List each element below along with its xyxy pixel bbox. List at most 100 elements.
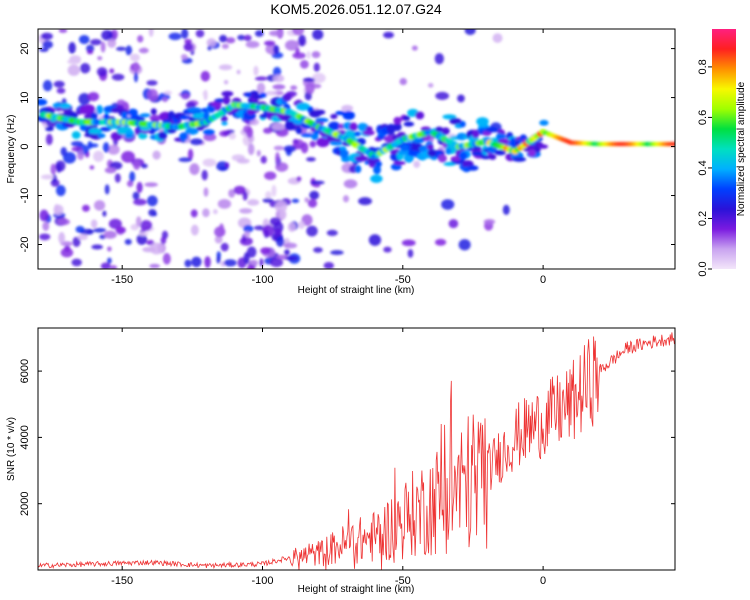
snr-series-line (38, 332, 675, 570)
heatmap-ridge-cell (427, 143, 434, 151)
heatmap-noise-cell (242, 191, 248, 201)
heatmap-noise-cell (136, 233, 148, 245)
heatmap-noise-cell (283, 242, 298, 249)
heatmap-noise-cell (304, 197, 309, 203)
heatmap-ridge-cell (342, 110, 355, 120)
heatmap-noise-cell (269, 217, 282, 226)
heatmap-noise-cell (260, 155, 267, 164)
heatmap-noise-cell (458, 239, 471, 251)
heatmap-noise-cell (343, 179, 358, 189)
heatmap-noise-cell (264, 171, 277, 180)
heatmap-noise-cell (216, 255, 221, 264)
heatmap-noise-cell (57, 218, 70, 226)
heatmap-noise-cell (190, 224, 199, 236)
heatmap-noise-cell (311, 72, 326, 84)
heatmap-noise-cell (102, 210, 107, 217)
heatmap-noise-cell (42, 80, 53, 92)
heatmap-ridge-cell (185, 127, 199, 135)
heatmap-noise-cell (149, 242, 164, 255)
heatmap-noise-cell (407, 248, 414, 258)
heatmap-noise-cell (52, 174, 57, 183)
heatmap-noise-cell (274, 228, 283, 237)
heatmap-ridge-cell (295, 126, 303, 135)
heatmap-noise-cell (243, 224, 254, 233)
heatmap-noise-cell (146, 80, 158, 86)
heatmap-ridge-cell (203, 129, 215, 136)
heatmap-y-tick-label: 20 (19, 42, 31, 54)
heatmap-noise-cell (132, 191, 140, 200)
heatmap-noise-cell (82, 204, 90, 212)
heatmap-ridge-cell (329, 140, 344, 146)
heatmap-noise-cell (168, 32, 182, 41)
heatmap-x-ticks: -150 -100 -50 0 (111, 29, 546, 286)
heatmap-ridge-cell (44, 126, 54, 132)
heatmap-ridge-cell (528, 149, 536, 157)
heatmap-noise-cell (262, 224, 275, 237)
heatmap-noise-cell (50, 163, 57, 175)
heatmap-noise-cell (298, 34, 306, 47)
heatmap-noise-cell (42, 221, 50, 232)
heatmap-y-tick-label: 10 (19, 91, 31, 103)
heatmap-noise-cell (265, 90, 278, 96)
heatmap-ridge-cell (512, 156, 527, 162)
heatmap-noise-cell (190, 209, 198, 218)
heatmap-ridge-cell (435, 126, 444, 132)
heatmap-noise-cell (141, 163, 148, 169)
snr-y-tick-label: 6000 (19, 359, 31, 383)
heatmap-noise-cell (86, 44, 95, 53)
heatmap-ridge-cell (538, 144, 549, 149)
colorbar-ticks: 0.0 0.2 0.4 0.6 0.8 (697, 59, 712, 277)
heatmap-y-ticks: -20 -10 0 10 20 (19, 42, 675, 252)
heatmap-noise-cell (269, 258, 284, 268)
heatmap-ridge-cell (97, 133, 106, 139)
heatmap-noise-cell (180, 54, 188, 60)
heatmap-noise-cell (228, 188, 236, 198)
heatmap-noise-cell (90, 38, 102, 46)
snr-plot-area (38, 328, 675, 570)
heatmap-noise-cell (161, 230, 169, 240)
heatmap-noise-cell (183, 42, 194, 52)
heatmap-noise-cell (254, 30, 264, 37)
heatmap-noise-cell (109, 265, 118, 269)
heatmap-noise-cell (435, 91, 450, 100)
colorbar-tick-label: 0.2 (697, 211, 709, 226)
heatmap-noise-cell (307, 199, 318, 208)
heatmap-noise-cell (203, 133, 217, 142)
heatmap-noise-cell (111, 73, 125, 81)
heatmap-ridge-cell (393, 116, 402, 125)
heatmap-noise-cell (260, 247, 271, 255)
heatmap-noise-cell (75, 225, 85, 233)
heatmap-noise-cell (39, 233, 51, 241)
heatmap-noise-cell (243, 231, 251, 238)
heatmap-noise-cell (253, 65, 259, 76)
heatmap-noise-cell (72, 236, 81, 248)
heatmap-noise-cell (212, 209, 218, 215)
heatmap-noise-cell (140, 220, 153, 231)
heatmap-ridge-cell (311, 132, 319, 141)
heatmap-noise-cell (203, 187, 209, 197)
heatmap-noise-cell (89, 165, 95, 170)
heatmap-noise-cell (246, 127, 254, 139)
heatmap-noise-cell (272, 84, 286, 90)
heatmap-noise-cell (411, 45, 418, 51)
heatmap-ridge-cell (82, 104, 96, 115)
heatmap-noise-cell (97, 56, 103, 61)
heatmap-noise-cell (206, 38, 217, 48)
heatmap-noise-cell (100, 262, 111, 269)
heatmap-ridge-cell (139, 113, 151, 118)
heatmap-y-tick-label: -20 (19, 237, 31, 253)
heatmap-ridge-cell (450, 156, 462, 162)
heatmap-ridge-cell (157, 131, 168, 140)
colorbar: 0.0 0.2 0.4 0.6 0.8 Normalized spectral ampl… (697, 29, 747, 277)
heatmap-ridge-cell (71, 131, 81, 139)
heatmap-noise-cell (236, 69, 241, 75)
heatmap-noise-cell (67, 64, 81, 76)
colorbar-tick-label: 0.4 (697, 160, 709, 175)
heatmap-noise-cell (239, 236, 253, 246)
heatmap-noise-cell (58, 29, 68, 33)
heatmap-noise-cell (114, 173, 121, 183)
heatmap-noise-cell (45, 133, 53, 146)
heatmap-ridge-cell (282, 93, 292, 102)
heatmap-noise-cell (60, 247, 74, 258)
